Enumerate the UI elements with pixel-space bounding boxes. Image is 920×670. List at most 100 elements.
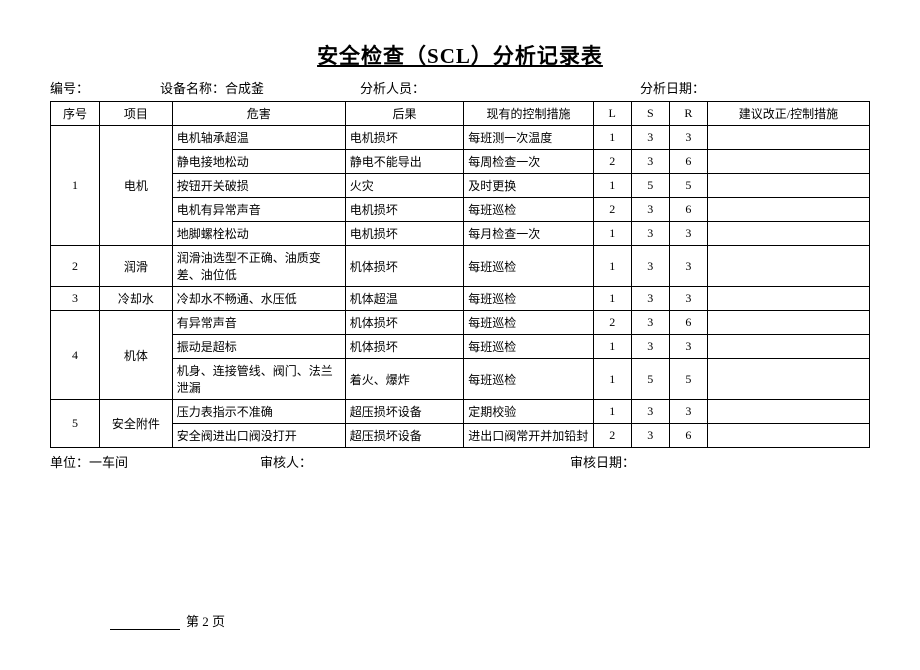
cell-sugg: [707, 126, 869, 150]
table-row: 地脚螺栓松动电机损坏每月检查一次133: [51, 222, 870, 246]
table-row: 2润滑润滑油选型不正确、油质变差、油位低机体损坏每班巡检133: [51, 246, 870, 287]
col-conseq: 后果: [345, 102, 464, 126]
col-r: R: [669, 102, 707, 126]
cell-hazard: 电机轴承超温: [172, 126, 345, 150]
analysis-date-label: 分析日期：: [640, 78, 870, 97]
cell-sugg: [707, 287, 869, 311]
cell-hazard: 静电接地松动: [172, 150, 345, 174]
cell-r: 5: [669, 174, 707, 198]
cell-ctrl: 每班巡检: [464, 246, 593, 287]
unit-cell: 单位：一车间: [50, 452, 260, 471]
table-row: 3冷却水冷却水不畅通、水压低机体超温每班巡检133: [51, 287, 870, 311]
page-prefix: 第: [186, 614, 202, 629]
cell-conseq: 超压损坏设备: [345, 424, 464, 448]
cell-conseq: 电机损坏: [345, 198, 464, 222]
col-sugg: 建议改正/控制措施: [707, 102, 869, 126]
cell-l: 2: [593, 424, 631, 448]
cell-s: 3: [631, 198, 669, 222]
cell-hazard: 压力表指示不准确: [172, 400, 345, 424]
cell-conseq: 机体损坏: [345, 335, 464, 359]
table-row: 按钮开关破损火灾及时更换155: [51, 174, 870, 198]
cell-hazard: 有异常声音: [172, 311, 345, 335]
cell-l: 2: [593, 311, 631, 335]
cell-r: 3: [669, 335, 707, 359]
table-row: 5安全附件压力表指示不准确超压损坏设备定期校验133: [51, 400, 870, 424]
doc-header: 编号： 设备名称：合成釜 分析人员： 分析日期：: [50, 78, 870, 97]
cell-r: 6: [669, 150, 707, 174]
table-row: 机身、连接管线、阀门、法兰泄漏着火、爆炸每班巡检155: [51, 359, 870, 400]
cell-l: 1: [593, 359, 631, 400]
cell-hazard: 冷却水不畅通、水压低: [172, 287, 345, 311]
col-ctrl: 现有的控制措施: [464, 102, 593, 126]
cell-ctrl: 每班巡检: [464, 335, 593, 359]
cell-hazard: 振动是超标: [172, 335, 345, 359]
cell-s: 5: [631, 359, 669, 400]
cell-r: 3: [669, 287, 707, 311]
cell-ctrl: 每班巡检: [464, 198, 593, 222]
cell-hazard: 地脚螺栓松动: [172, 222, 345, 246]
cell-s: 3: [631, 400, 669, 424]
cell-conseq: 电机损坏: [345, 126, 464, 150]
cell-sugg: [707, 424, 869, 448]
cell-item: 机体: [99, 311, 172, 400]
cell-seq: 3: [51, 287, 100, 311]
cell-ctrl: 每班测一次温度: [464, 126, 593, 150]
cell-sugg: [707, 359, 869, 400]
cell-sugg: [707, 198, 869, 222]
cell-s: 3: [631, 222, 669, 246]
cell-sugg: [707, 174, 869, 198]
cell-ctrl: 定期校验: [464, 400, 593, 424]
cell-sugg: [707, 400, 869, 424]
table-row: 振动是超标机体损坏每班巡检133: [51, 335, 870, 359]
cell-sugg: [707, 222, 869, 246]
col-s: S: [631, 102, 669, 126]
cell-l: 2: [593, 150, 631, 174]
table-body: 1电机电机轴承超温电机损坏每班测一次温度133静电接地松动静电不能导出每周检查一…: [51, 126, 870, 448]
cell-r: 5: [669, 359, 707, 400]
analyst-label: 分析人员：: [360, 78, 640, 97]
cell-hazard: 按钮开关破损: [172, 174, 345, 198]
cell-conseq: 静电不能导出: [345, 150, 464, 174]
equip-cell: 设备名称：合成釜: [160, 78, 360, 97]
doc-footer: 单位：一车间 审核人： 审核日期：: [50, 452, 870, 471]
reviewer-label: 审核人：: [260, 452, 570, 471]
cell-conseq: 着火、爆炸: [345, 359, 464, 400]
cell-s: 3: [631, 424, 669, 448]
cell-item: 安全附件: [99, 400, 172, 448]
cell-l: 1: [593, 126, 631, 150]
cell-l: 1: [593, 335, 631, 359]
cell-hazard: 安全阀进出口阀没打开: [172, 424, 345, 448]
page-title: 安全检查（SCL）分析记录表: [50, 40, 870, 70]
cell-s: 3: [631, 246, 669, 287]
cell-item: 润滑: [99, 246, 172, 287]
col-item: 项目: [99, 102, 172, 126]
cell-r: 3: [669, 246, 707, 287]
cell-l: 1: [593, 287, 631, 311]
cell-conseq: 电机损坏: [345, 222, 464, 246]
cell-seq: 4: [51, 311, 100, 400]
cell-conseq: 超压损坏设备: [345, 400, 464, 424]
review-date-label: 审核日期：: [570, 452, 870, 471]
cell-ctrl: 及时更换: [464, 174, 593, 198]
cell-conseq: 机体损坏: [345, 311, 464, 335]
table-row: 静电接地松动静电不能导出每周检查一次236: [51, 150, 870, 174]
cell-hazard: 电机有异常声音: [172, 198, 345, 222]
table-header-row: 序号 项目 危害 后果 现有的控制措施 L S R 建议改正/控制措施: [51, 102, 870, 126]
cell-l: 1: [593, 246, 631, 287]
cell-r: 3: [669, 400, 707, 424]
cell-sugg: [707, 335, 869, 359]
table-row: 安全阀进出口阀没打开超压损坏设备进出口阀常开并加铅封236: [51, 424, 870, 448]
cell-s: 3: [631, 150, 669, 174]
equip-value: 合成釜: [225, 81, 264, 96]
page-number: 第 2 页: [50, 611, 870, 630]
cell-s: 3: [631, 335, 669, 359]
cell-ctrl: 每班巡检: [464, 311, 593, 335]
cell-s: 3: [631, 126, 669, 150]
page-suffix: 页: [209, 614, 225, 629]
cell-seq: 1: [51, 126, 100, 246]
col-seq: 序号: [51, 102, 100, 126]
cell-r: 6: [669, 424, 707, 448]
cell-ctrl: 每周检查一次: [464, 150, 593, 174]
unit-label: 单位：: [50, 455, 89, 470]
col-l: L: [593, 102, 631, 126]
